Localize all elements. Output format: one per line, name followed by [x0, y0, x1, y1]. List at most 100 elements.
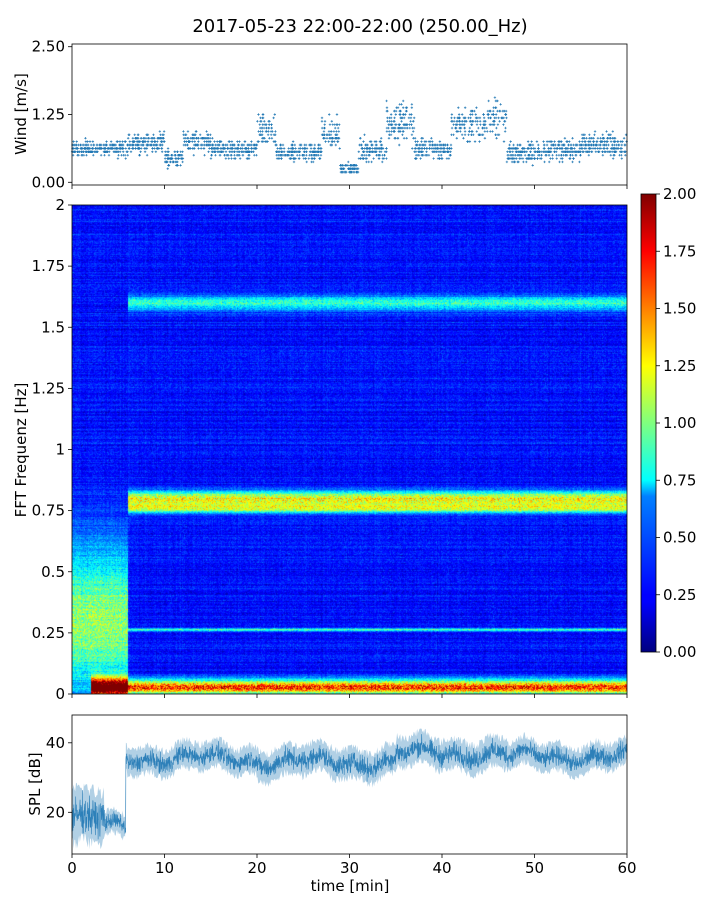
wind-point: [502, 140, 506, 143]
wind-point: [538, 150, 542, 153]
wind-point: [89, 143, 93, 147]
wind-point: [385, 99, 388, 103]
wind-point: [145, 143, 148, 147]
wind-point: [412, 120, 415, 123]
wind-point: [341, 170, 344, 174]
wind-point: [277, 157, 281, 160]
wind-point: [401, 99, 405, 103]
wind-point: [509, 140, 512, 143]
wind-point: [421, 137, 424, 140]
wind-point: [144, 140, 147, 143]
wind-point: [283, 153, 287, 157]
wind-point: [328, 113, 331, 116]
wind-point: [272, 133, 276, 137]
wind-point: [393, 130, 396, 133]
wind-point: [302, 147, 306, 150]
wind-point: [349, 170, 352, 174]
wind-point: [360, 147, 363, 150]
wind-point: [261, 140, 265, 143]
wind-point: [308, 143, 311, 147]
figure-title: 2017-05-23 22:00-22:00 (250.00_Hz): [192, 16, 527, 37]
wind-point: [492, 109, 495, 113]
wind-point: [118, 143, 122, 147]
wind-point: [210, 147, 213, 150]
wind-point: [538, 153, 541, 157]
wind-point: [603, 150, 606, 153]
wind-point: [494, 133, 497, 137]
wind-point: [118, 150, 122, 153]
colorbar-tick-label: 1.25: [663, 357, 696, 375]
wind-point: [375, 150, 378, 153]
wind-point: [227, 153, 230, 157]
wind-point: [459, 130, 462, 133]
wind-point: [587, 153, 591, 157]
wind-point: [445, 147, 449, 150]
wind-point: [298, 143, 302, 147]
wind-point: [270, 137, 274, 140]
wind-point: [363, 133, 366, 137]
wind-point: [192, 153, 195, 157]
wind-point: [305, 150, 308, 153]
wind-point: [132, 140, 135, 143]
wind-point: [211, 137, 214, 140]
wind-point: [211, 150, 215, 153]
wind-point: [504, 113, 508, 116]
wind-point: [555, 150, 558, 153]
wind-point: [402, 137, 406, 140]
spl-ytick-label: 20: [46, 803, 65, 821]
wind-point: [83, 147, 87, 150]
wind-point: [240, 143, 243, 147]
wind-point: [528, 153, 531, 157]
wind-point: [588, 143, 591, 147]
wind-point: [570, 150, 573, 153]
wind-point: [385, 106, 389, 109]
wind-point: [555, 157, 558, 160]
wind-point: [357, 150, 361, 153]
wind-point: [420, 150, 423, 153]
wind-point: [323, 123, 326, 126]
wind-point: [245, 150, 248, 153]
wind-point: [117, 153, 120, 157]
wind-point: [430, 137, 433, 140]
wind-point: [134, 147, 137, 150]
wind-point: [583, 133, 586, 137]
wind-point: [598, 147, 601, 150]
wind-point: [599, 137, 602, 140]
wind-point: [506, 153, 510, 157]
wind-point: [349, 167, 352, 170]
spl-xtick-label: 50: [525, 859, 544, 877]
wind-point: [516, 150, 520, 153]
wind-point: [308, 153, 311, 157]
wind-point: [616, 140, 620, 143]
wind-point: [259, 133, 262, 137]
wind-point: [540, 153, 543, 157]
wind-point: [259, 130, 262, 133]
wind-point: [88, 147, 91, 150]
wind-point: [302, 150, 306, 153]
wind-point: [427, 153, 431, 157]
wind-point: [398, 126, 401, 130]
wind-point: [614, 150, 618, 153]
wind-ytick-label: 0.00: [32, 173, 65, 191]
wind-point: [296, 153, 299, 157]
wind-point: [298, 153, 301, 157]
wind-point: [390, 130, 393, 133]
wind-point: [83, 143, 87, 147]
wind-point: [84, 137, 87, 140]
wind-point: [388, 123, 392, 126]
wind-ytick-label: 2.50: [32, 38, 65, 56]
wind-point: [334, 133, 338, 137]
wind-point: [495, 137, 498, 140]
wind-point: [108, 150, 111, 153]
wind-point: [77, 143, 80, 147]
wind-point: [233, 153, 236, 157]
wind-point: [550, 140, 553, 143]
wind-point: [181, 157, 184, 160]
wind-point: [254, 143, 258, 147]
wind-point: [560, 153, 563, 157]
wind-point: [488, 123, 492, 126]
wind-point: [241, 150, 245, 153]
wind-point: [617, 143, 621, 147]
wind-point: [72, 150, 75, 153]
wind-point: [268, 123, 271, 126]
